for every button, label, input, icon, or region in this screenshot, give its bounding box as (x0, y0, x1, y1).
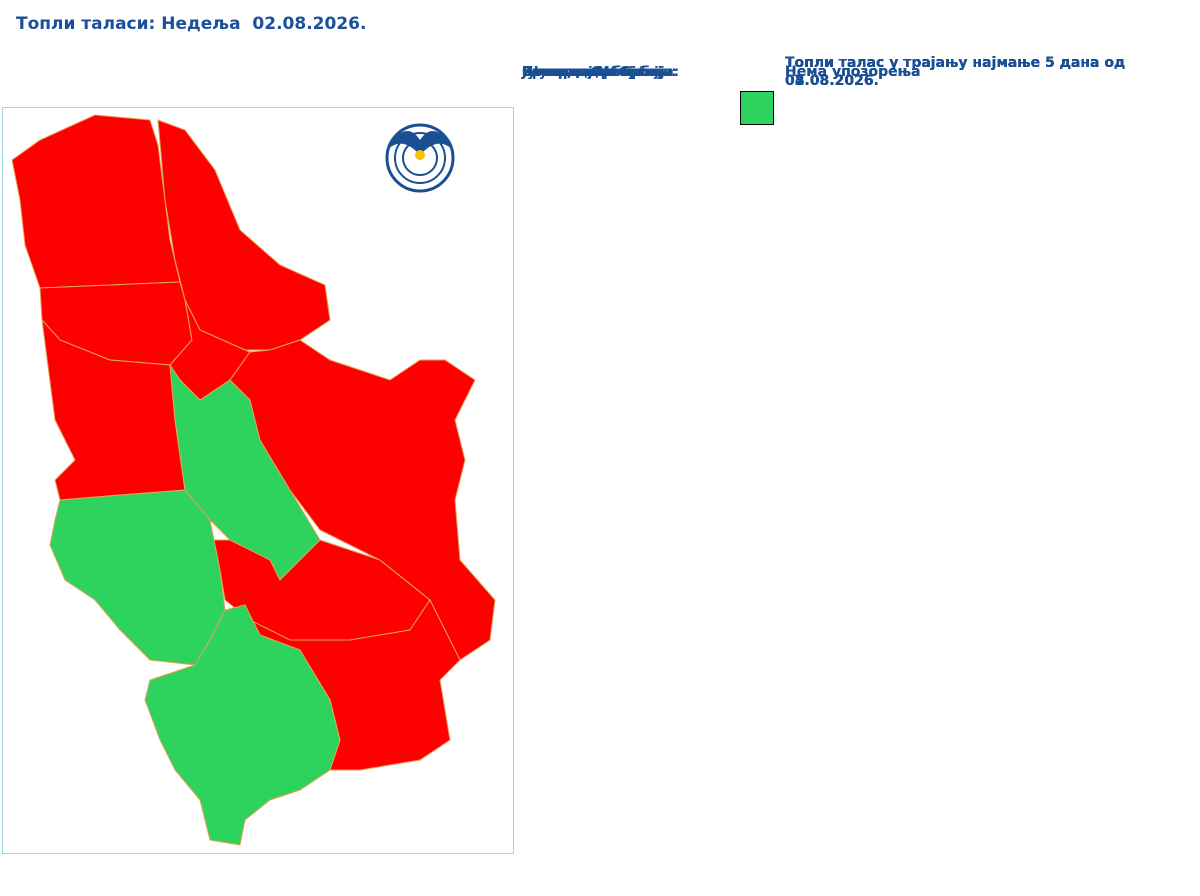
logo (385, 123, 455, 193)
map-region (49, 489, 226, 666)
map-region (11, 114, 181, 289)
map (11, 114, 496, 846)
status-box (740, 91, 774, 125)
map-panel (2, 107, 514, 854)
page-title: Топли таласи: Недеља 02.08.2026. (16, 14, 367, 34)
map-region (229, 339, 496, 661)
map-region (144, 604, 341, 846)
